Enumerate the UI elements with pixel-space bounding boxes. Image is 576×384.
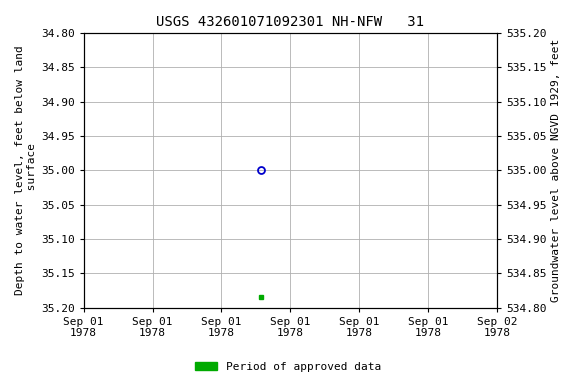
Legend: Period of approved data: Period of approved data: [191, 358, 385, 377]
Title: USGS 432601071092301 NH-NFW   31: USGS 432601071092301 NH-NFW 31: [157, 15, 425, 29]
Y-axis label: Depth to water level, feet below land
 surface: Depth to water level, feet below land su…: [15, 45, 37, 295]
Y-axis label: Groundwater level above NGVD 1929, feet: Groundwater level above NGVD 1929, feet: [551, 39, 561, 302]
